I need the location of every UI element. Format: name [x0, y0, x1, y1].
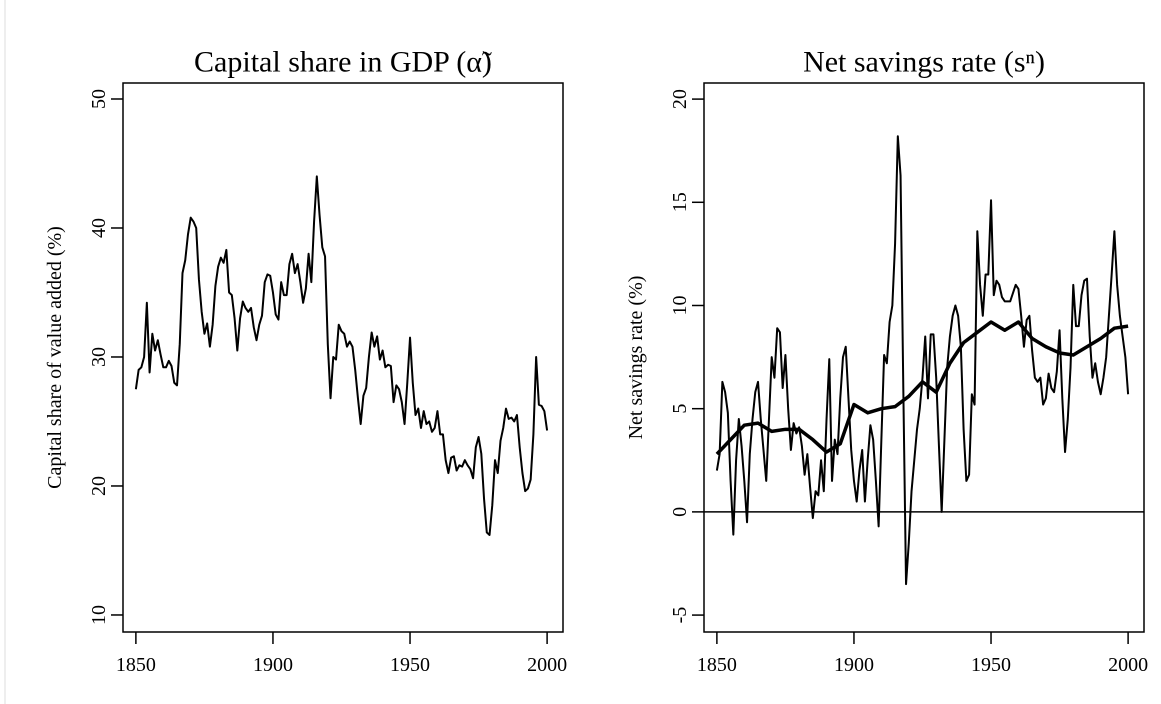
plot-frame [122, 82, 564, 633]
x-tick-label: 1900 [253, 654, 293, 676]
y-tick-label: 5 [669, 404, 691, 414]
x-tick-label: 1900 [834, 654, 874, 676]
x-tick-label: 1850 [697, 654, 737, 676]
chart-title: Capital share in GDP (α̃) [194, 46, 492, 79]
y-tick-label: 50 [88, 89, 110, 109]
x-tick-label: 1950 [971, 654, 1011, 676]
x-tick-label: 1950 [390, 654, 430, 676]
x-tick-label: 2000 [1108, 654, 1148, 676]
y-tick-label: 20 [88, 476, 110, 496]
series-line [715, 135, 1130, 586]
series-line [715, 320, 1129, 456]
chart-title: Net savings rate (sⁿ) [803, 46, 1045, 79]
y-tick-label: 30 [88, 347, 110, 367]
y-tick-label: 0 [669, 507, 691, 517]
x-tick-label: 2000 [527, 654, 567, 676]
y-tick-label: 40 [88, 218, 110, 238]
y-axis-label: Net savings rate (%) [625, 276, 647, 440]
series-line [134, 175, 549, 536]
y-tick-label: 10 [88, 605, 110, 625]
y-tick-label: 20 [669, 89, 691, 109]
y-tick-label: 15 [669, 192, 691, 212]
plot-frame [703, 82, 1145, 633]
y-axis-label: Capital share of value added (%) [44, 226, 66, 489]
x-tick-label: 1850 [116, 654, 156, 676]
y-tick-label: 10 [669, 295, 691, 315]
y-tick-label: -5 [669, 607, 691, 624]
